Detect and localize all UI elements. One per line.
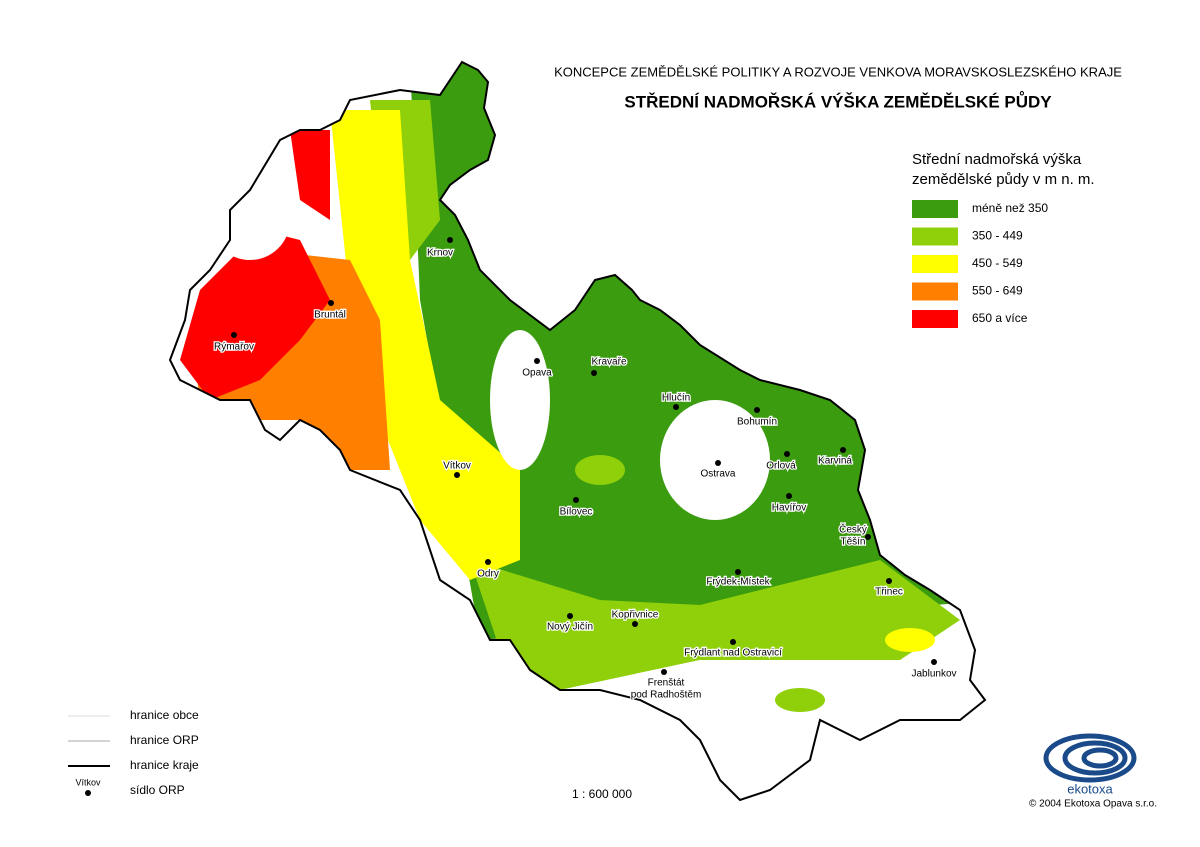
- town-dot: [730, 639, 736, 645]
- town-label: Bruntál: [314, 310, 346, 321]
- town-label: Frenštát: [648, 678, 685, 689]
- boundary-label: hranice ORP: [130, 733, 199, 747]
- town-label: Bohumín: [737, 417, 777, 428]
- legend-label: 350 - 449: [972, 229, 1023, 243]
- legend-label: 550 - 649: [972, 284, 1023, 298]
- town-dot: [754, 407, 760, 413]
- town-dot: [735, 569, 741, 575]
- boundary-label: hranice kraje: [130, 758, 199, 772]
- legend-label: 450 - 549: [972, 256, 1023, 270]
- town-label: pod Radhoštěm: [631, 690, 702, 701]
- town-label: Český: [839, 523, 867, 536]
- legend-swatch: [912, 282, 958, 301]
- legend-label: 650 a více: [972, 311, 1028, 325]
- town-dot: [715, 460, 721, 466]
- town-label: Frýdek-Místek: [706, 577, 770, 588]
- sample-town: Vítkov: [75, 777, 101, 787]
- logo-text: ekotoxa: [1067, 781, 1113, 796]
- town-dot: [231, 332, 237, 338]
- legend-title: Střední nadmořská výška: [912, 151, 1082, 168]
- town-label: Karviná: [818, 456, 852, 467]
- town-dot: [784, 451, 790, 457]
- legend-swatch: [912, 255, 958, 273]
- town-dot: [673, 404, 679, 410]
- town-dot: [534, 358, 540, 364]
- town-label: Těšín: [840, 537, 865, 548]
- legend-swatch: [912, 227, 958, 246]
- town-label: Frýdlant nad Ostravicí: [684, 648, 782, 659]
- town-dot: [865, 534, 871, 540]
- town-dot: [786, 493, 792, 499]
- town-dot: [454, 472, 460, 478]
- town-dot: [567, 613, 573, 619]
- town-dot: [632, 621, 638, 627]
- town-dot: [931, 659, 937, 665]
- town-label: Orlová: [766, 461, 796, 472]
- legend-swatch: [912, 310, 958, 328]
- boundary-label: sídlo ORP: [130, 783, 185, 797]
- town-label: Odry: [477, 569, 499, 580]
- town-label: Ostrava: [700, 469, 735, 480]
- town-dot: [661, 669, 667, 675]
- boundary-label: hranice obce: [130, 708, 199, 722]
- legend-label: méně než 350: [972, 201, 1048, 215]
- town-dot: [840, 447, 846, 453]
- town-label: Kravaře: [591, 357, 626, 368]
- town-label: Krnov: [427, 248, 453, 259]
- town-dot: [447, 237, 453, 243]
- town-label: Nový Jičín: [547, 622, 593, 633]
- town-dot: [591, 370, 597, 376]
- town-label: Havířov: [772, 503, 806, 514]
- legend-title: zemědělské půdy v m n. m.: [912, 171, 1095, 188]
- town-label: Jablunkov: [911, 669, 956, 680]
- town-label: Vítkov: [443, 461, 471, 472]
- town-label: Bílovec: [560, 507, 593, 518]
- title: STŘEDNÍ NADMOŘSKÁ VÝŠKA ZEMĚDĚLSKÉ PŮDY: [624, 91, 1052, 111]
- legend-dot: [85, 790, 91, 796]
- town-label: Kopřivnice: [612, 610, 659, 621]
- town-label: Hlučín: [662, 393, 690, 404]
- legend-swatch: [912, 200, 958, 218]
- town-label: Třinec: [875, 587, 903, 598]
- town-dot: [485, 559, 491, 565]
- town-dot: [886, 578, 892, 584]
- town-dot: [573, 497, 579, 503]
- logo: ekotoxa: [1043, 733, 1137, 796]
- copyright: © 2004 Ekotoxa Opava s.r.o.: [1029, 799, 1157, 810]
- subtitle: KONCEPCE ZEMĚDĚLSKÉ POLITIKY A ROZVOJE V…: [554, 64, 1122, 79]
- town-label: Rýmařov: [214, 342, 254, 353]
- town-label: Opava: [522, 368, 552, 379]
- town-dot: [328, 300, 334, 306]
- scale: 1 : 600 000: [572, 787, 632, 801]
